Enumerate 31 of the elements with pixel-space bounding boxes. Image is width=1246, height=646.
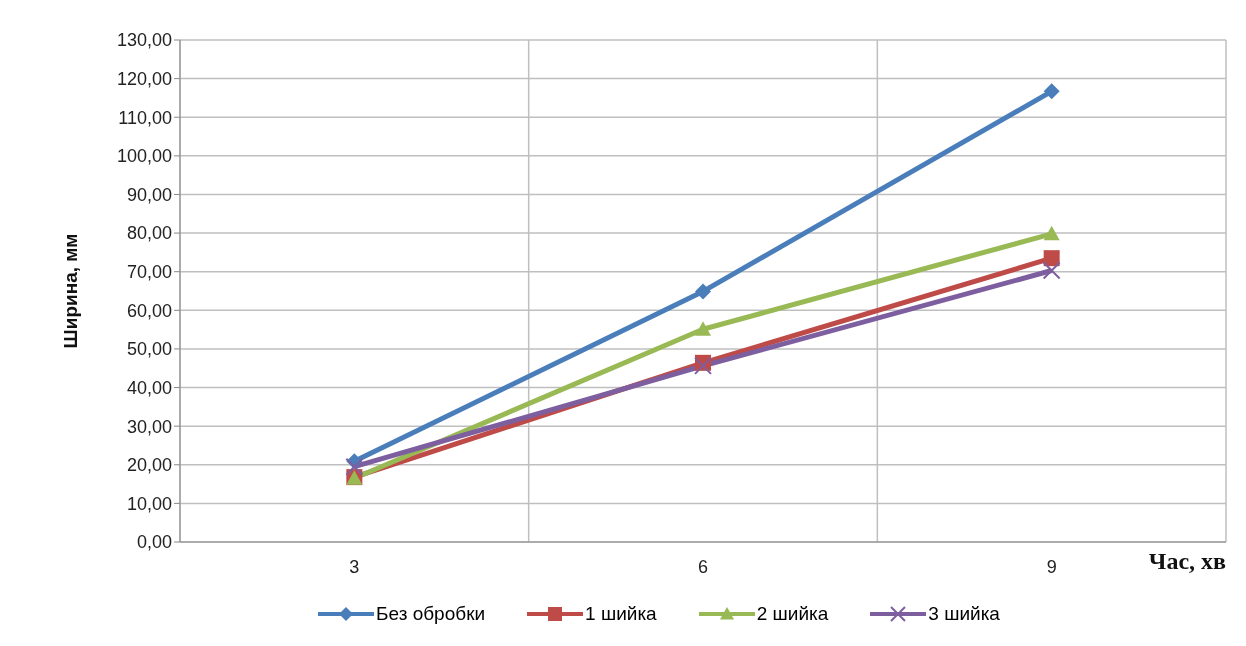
point (1043, 83, 1060, 100)
legend-label: Без обробки (375, 602, 486, 626)
y-tick-label: 40,00 (126, 377, 172, 398)
y-tick-label: 60,00 (126, 300, 172, 321)
legend-label: 2 шийка (755, 602, 829, 626)
y-tick-label: 30,00 (126, 416, 172, 437)
y-tick-label: 110,00 (118, 107, 172, 128)
x-tick-label: 3 (349, 556, 360, 577)
point (694, 356, 712, 375)
y-tick-label: 0,00 (136, 532, 172, 553)
y-tick-label: 80,00 (126, 223, 172, 244)
y-tick-label: 90,00 (126, 184, 172, 205)
x-tick-label: 9 (1046, 556, 1057, 577)
y-tick-label: 120,00 (116, 69, 172, 90)
y-tick-label: 100,00 (116, 146, 172, 167)
y-axis-title: Ширина, мм (59, 233, 81, 349)
point (1043, 225, 1060, 241)
y-tick-label: 20,00 (126, 455, 172, 476)
y-tick-label: 10,00 (126, 493, 172, 514)
y-tick-label: 70,00 (126, 262, 172, 283)
legend-label: 3 шийка (927, 602, 1000, 626)
legend-label: 1 шийка (584, 602, 657, 626)
point (1043, 250, 1060, 267)
x-tick-label: 6 (697, 556, 709, 577)
x-axis-title: Час, хв (1148, 548, 1226, 575)
point (695, 283, 711, 300)
y-tick-label: 130,00 (116, 30, 172, 51)
point (345, 457, 364, 476)
y-tick-label: 50,00 (126, 339, 172, 360)
point (695, 321, 711, 336)
point (1042, 261, 1061, 280)
